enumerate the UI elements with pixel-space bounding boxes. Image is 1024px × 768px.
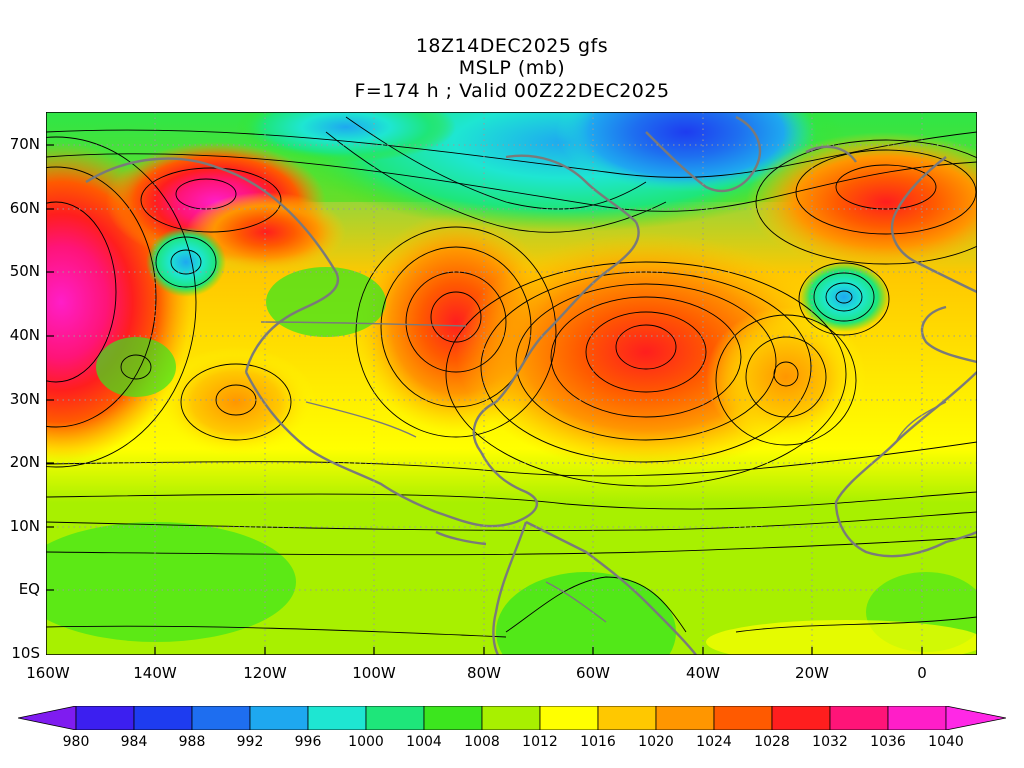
coastlines	[85, 115, 977, 655]
colorbar-label: 1040	[928, 734, 964, 750]
lon-label-20w: 20W	[795, 664, 829, 682]
south-america-border	[545, 581, 607, 623]
colorbar-label: 1004	[406, 734, 442, 750]
colorbar-cell	[133, 706, 193, 730]
lon-label-140w: 140W	[133, 664, 177, 682]
colorbar-label: 1008	[464, 734, 500, 750]
lon-label-0: 0	[917, 664, 927, 682]
colorbar-label: 996	[294, 734, 322, 750]
colorbar-label: 1024	[696, 734, 732, 750]
lat-label-50n: 50N	[9, 262, 40, 280]
west-africa-coast	[834, 371, 977, 558]
colorbar-cell	[713, 706, 773, 730]
colorbar-cell	[307, 706, 367, 730]
central-america-coast	[435, 400, 539, 528]
colorbar-cell	[887, 706, 947, 730]
political-borders	[260, 321, 947, 623]
gulf-alaska-low-field	[146, 227, 226, 297]
pacific-low-patch	[96, 337, 176, 397]
lat-label-10s: 10S	[11, 644, 40, 662]
colorbar-label: 984	[120, 734, 148, 750]
colorbar-cell	[481, 706, 541, 730]
lat-label-eq: EQ	[18, 580, 40, 598]
south-america-north-coast	[525, 520, 697, 655]
caribbean-islands	[435, 530, 487, 546]
colorbar-cell	[75, 706, 135, 730]
lon-label-80w: 80W	[467, 664, 501, 682]
title-run-time: 18Z14DEC2025 gfs	[415, 35, 609, 57]
iceland-coast	[805, 145, 857, 163]
pressure-map	[46, 112, 977, 655]
south-atlantic-patch	[706, 620, 977, 655]
lon-label-100w: 100W	[352, 664, 396, 682]
north-low-field	[236, 112, 456, 162]
subtropical-pacific-high	[156, 347, 316, 457]
rockies-trough	[266, 267, 386, 337]
colorbar-label: 1020	[638, 734, 674, 750]
lat-label-70n: 70N	[9, 135, 40, 153]
colorbar-label: 1012	[522, 734, 558, 750]
colorbar-cell	[365, 706, 425, 730]
axis-ticks	[46, 144, 923, 655]
title-valid-time: F=174 h ; Valid 00Z22DEC2025	[354, 80, 670, 102]
iberia-low-field	[799, 262, 889, 332]
isobar-contours	[46, 116, 977, 638]
lat-label-30n: 30N	[9, 390, 40, 408]
lon-label-40w: 40W	[686, 664, 720, 682]
colorbar-cell	[191, 706, 251, 730]
colorbar-cell	[771, 706, 831, 730]
alaska-bc-coast	[85, 157, 340, 373]
colorbar-label: 992	[236, 734, 264, 750]
west-coast-mexico	[244, 371, 437, 514]
colorbar-label: 980	[62, 734, 90, 750]
title-variable: MSLP (mb)	[458, 57, 566, 79]
south-america-patch	[496, 572, 676, 655]
lat-label-60n: 60N	[9, 199, 40, 217]
colorbar-below-triangle	[18, 706, 77, 730]
east-coast-us	[495, 221, 640, 403]
us-canada-border	[260, 321, 467, 327]
colorbar-cell	[655, 706, 715, 730]
colorbar-above-triangle	[945, 706, 1006, 730]
africa-border	[895, 401, 947, 443]
graticule	[46, 112, 977, 655]
colorbar-cell	[539, 706, 599, 730]
colorbar-cell	[423, 706, 483, 730]
labrador-coast	[505, 154, 637, 223]
lon-label-160w: 160W	[26, 664, 70, 682]
us-mexico-border	[305, 401, 417, 438]
pacific-tropical-patch	[46, 522, 296, 642]
bc-high-field	[186, 192, 346, 272]
europe-coast	[890, 156, 977, 294]
colorbar	[18, 706, 1006, 730]
colorbar-label: 1036	[870, 734, 906, 750]
south-america-west-coast	[492, 521, 528, 655]
iberia-coast	[920, 305, 977, 364]
greenland-coast	[645, 115, 762, 193]
colorbar-label: 1028	[754, 734, 790, 750]
colorbar-label: 1032	[812, 734, 848, 750]
lat-label-20n: 20N	[9, 453, 40, 471]
colorbar-cell	[597, 706, 657, 730]
colorbar-label: 1000	[348, 734, 384, 750]
lon-label-60w: 60W	[576, 664, 610, 682]
lon-label-120w: 120W	[243, 664, 287, 682]
lat-label-10n: 10N	[9, 517, 40, 535]
colorbar-label: 1016	[580, 734, 616, 750]
colorbar-cell	[829, 706, 889, 730]
colorbar-cell	[249, 706, 309, 730]
lat-label-40n: 40N	[9, 326, 40, 344]
colorbar-label: 988	[178, 734, 206, 750]
